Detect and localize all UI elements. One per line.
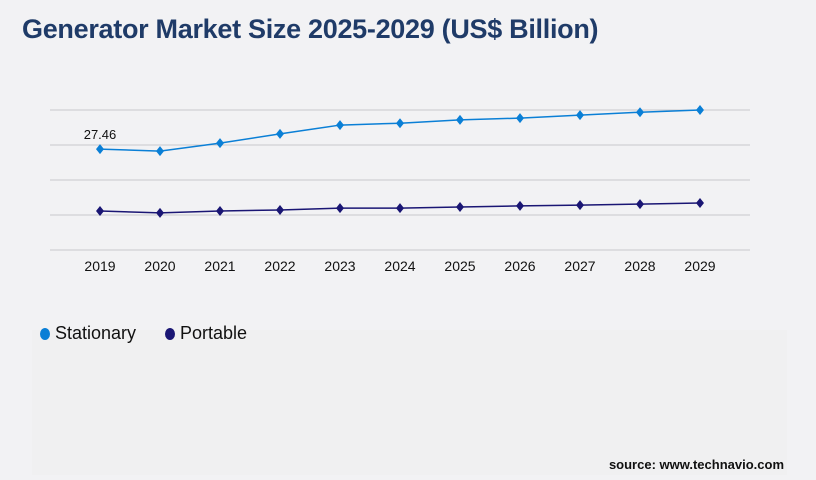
data-label: 27.46: [84, 127, 117, 142]
x-tick-label: 2019: [84, 258, 115, 274]
x-tick-label: 2023: [324, 258, 355, 274]
source-note: source: www.technavio.com: [608, 457, 784, 472]
data-point-portable: [156, 207, 164, 218]
data-point-portable: [336, 203, 344, 214]
legend-label: Stationary: [55, 323, 137, 343]
x-tick-label: 2026: [504, 258, 535, 274]
data-point-stationary: [456, 114, 464, 125]
legend-marker-icon: [165, 327, 175, 340]
data-point-portable: [516, 200, 524, 211]
data-point-stationary: [216, 138, 224, 149]
data-point-portable: [636, 199, 644, 210]
x-tick-label: 2021: [204, 258, 235, 274]
legend-item-portable: Portable: [165, 323, 247, 344]
data-point-stationary: [96, 144, 104, 155]
data-point-stationary: [576, 110, 584, 121]
data-point-stationary: [156, 146, 164, 157]
data-point-stationary: [636, 107, 644, 118]
data-point-portable: [456, 202, 464, 213]
data-point-portable: [696, 197, 704, 208]
data-point-portable: [96, 206, 104, 217]
data-point-stationary: [696, 105, 704, 115]
data-point-stationary: [516, 113, 524, 124]
data-point-stationary: [276, 128, 284, 139]
data-point-portable: [576, 200, 584, 211]
legend-marker-icon: [40, 327, 50, 340]
data-point-portable: [396, 203, 404, 214]
data-point-portable: [276, 204, 284, 215]
x-tick-label: 2029: [684, 258, 715, 274]
data-point-stationary: [336, 120, 344, 131]
chart-background-panel: [32, 330, 787, 475]
data-point-portable: [216, 206, 224, 217]
x-tick-label: 2027: [564, 258, 595, 274]
x-tick-label: 2020: [144, 258, 175, 274]
data-point-stationary: [396, 118, 404, 129]
x-tick-label: 2025: [444, 258, 475, 274]
chart-title: Generator Market Size 2025-2029 (US$ Bil…: [22, 14, 599, 44]
x-tick-label: 2024: [384, 258, 415, 274]
legend-item-stationary: Stationary: [40, 323, 136, 344]
legend-label: Portable: [180, 323, 248, 343]
x-tick-label: 2022: [264, 258, 295, 274]
x-tick-label: 2028: [624, 258, 655, 274]
